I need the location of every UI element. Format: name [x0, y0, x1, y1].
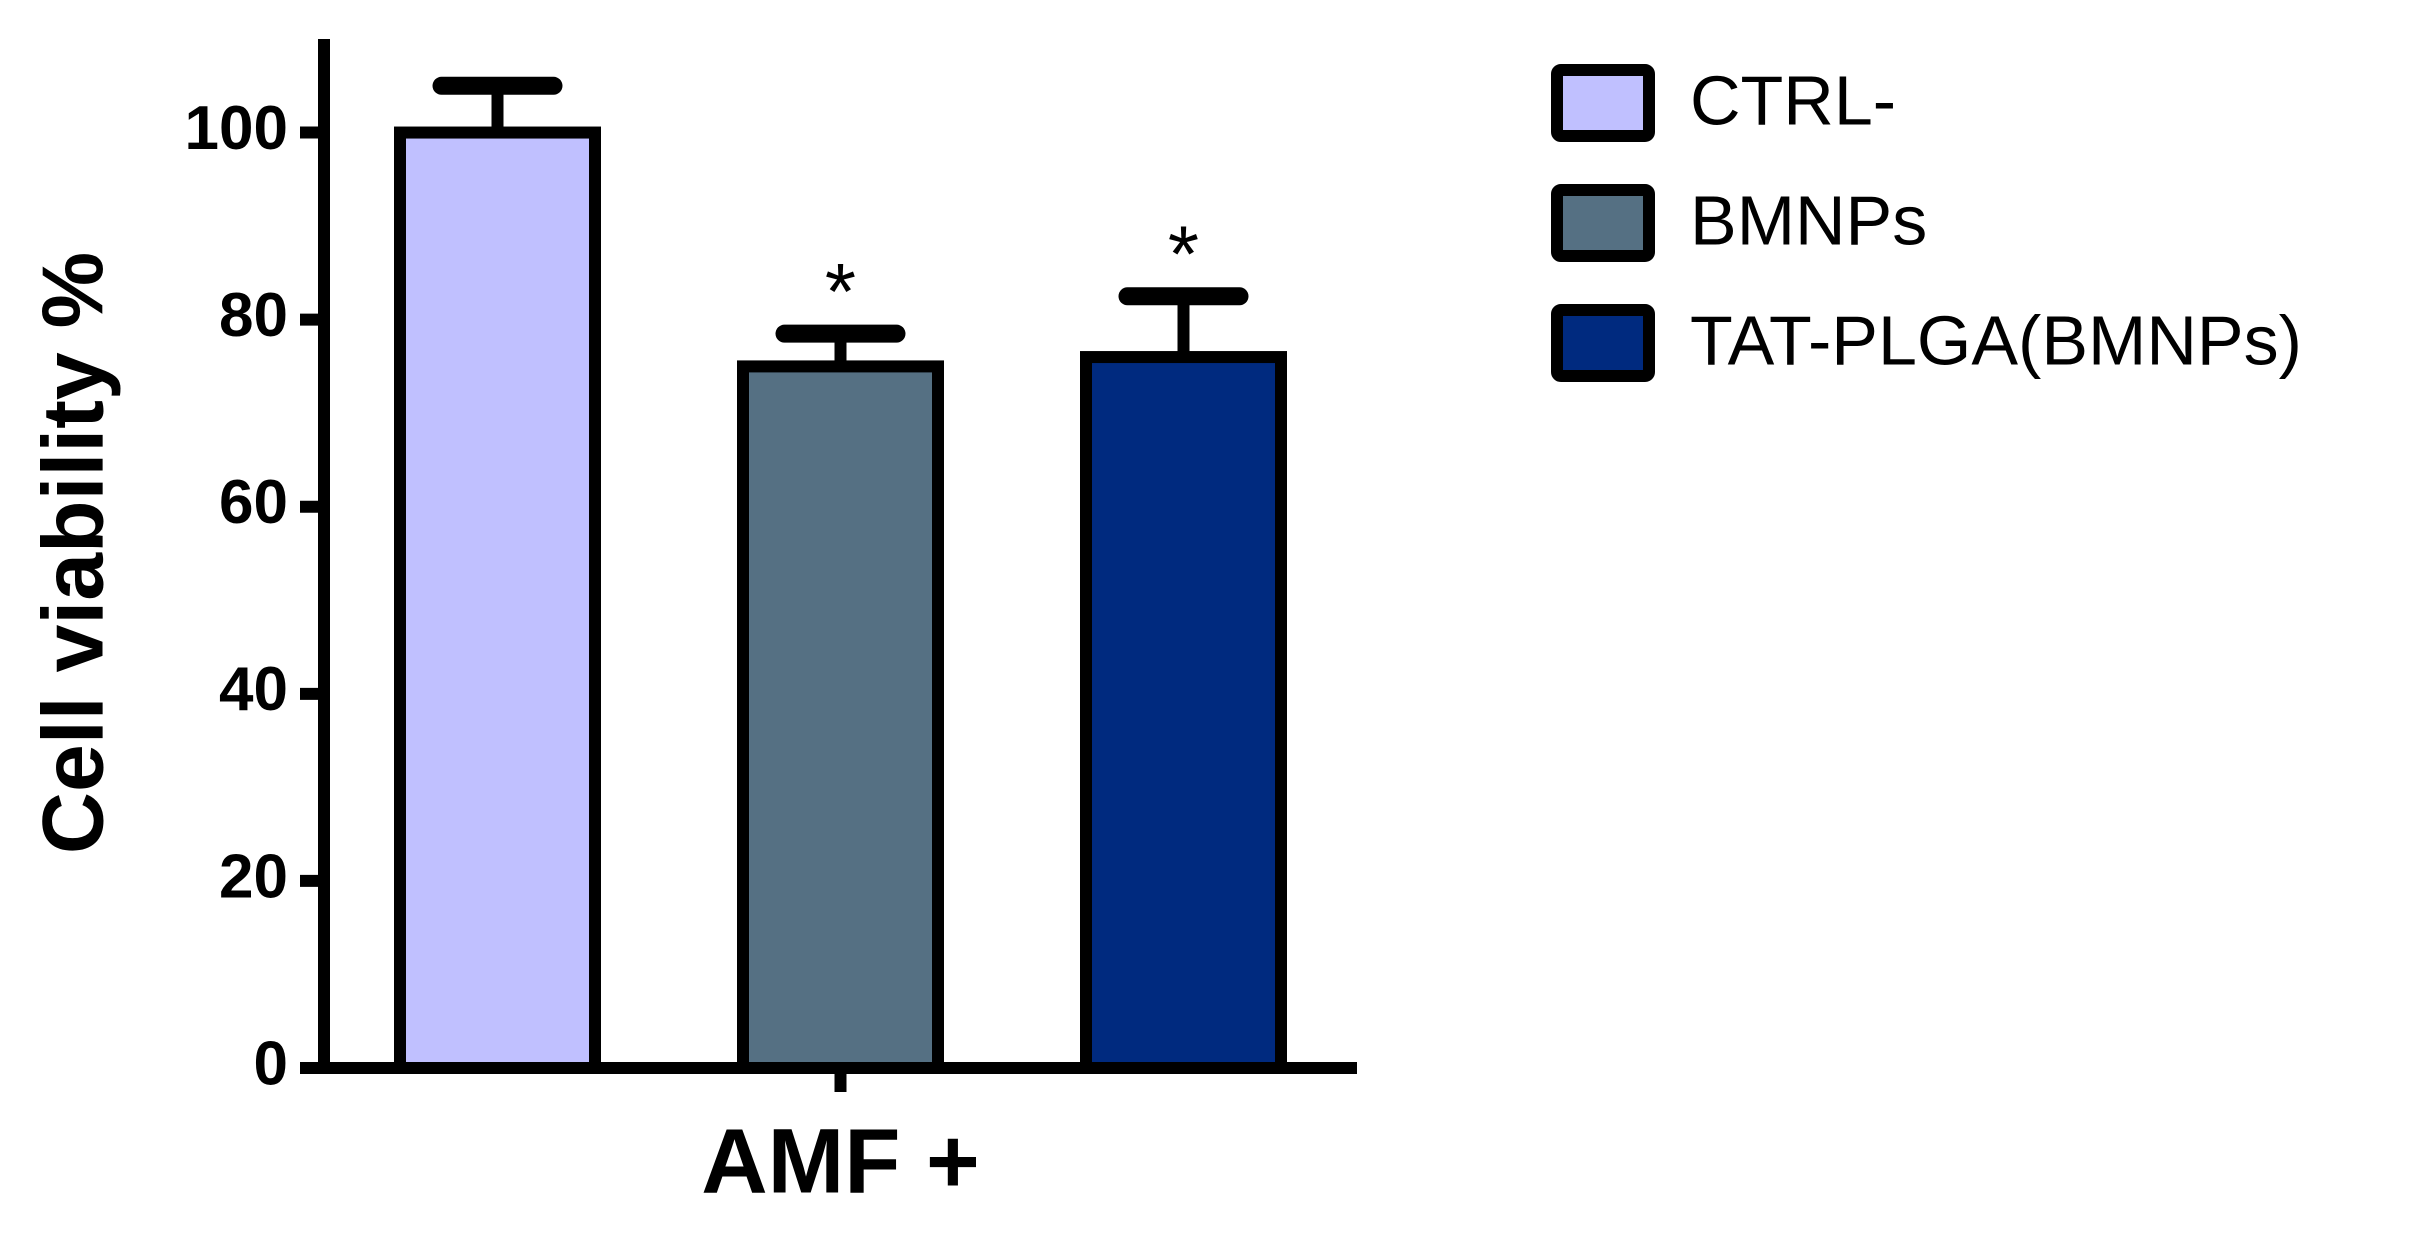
- legend-label: TAT-PLGA(BMNPs): [1690, 301, 2302, 379]
- legend-swatch: [1551, 64, 1655, 142]
- y-axis-title: Cell viability %: [26, 252, 122, 854]
- bar: [1080, 351, 1287, 1074]
- y-tick-label: 0: [254, 1029, 288, 1098]
- legend-swatch: [1551, 304, 1655, 382]
- y-tick-label: 40: [219, 655, 288, 724]
- y-tick-label: 20: [219, 842, 288, 911]
- legend-label: BMNPs: [1690, 181, 1927, 259]
- legend-label: CTRL-: [1690, 61, 1896, 139]
- y-tick-label: 100: [185, 94, 288, 163]
- y-tick-label: 80: [219, 281, 288, 350]
- significance-mark: *: [825, 247, 856, 336]
- significance-mark: *: [1168, 209, 1199, 298]
- bar: [737, 360, 944, 1074]
- bar: [394, 126, 601, 1074]
- legend-swatch: [1551, 184, 1655, 262]
- y-tick-label: 60: [219, 468, 288, 537]
- x-tick-label: AMF +: [701, 1110, 980, 1212]
